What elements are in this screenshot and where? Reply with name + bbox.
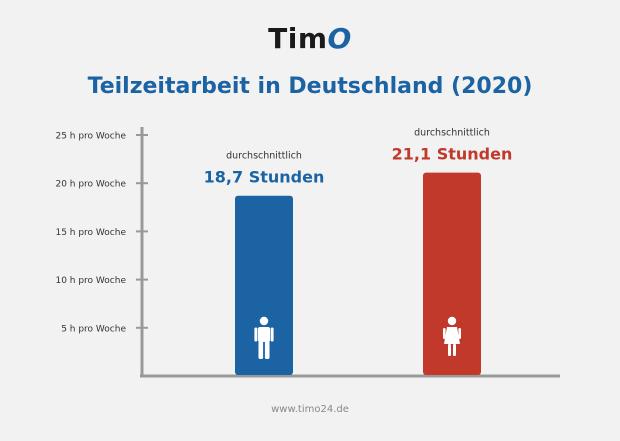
- bar-value-label: 18,7 Stunden: [204, 168, 325, 187]
- bar-value-label: 21,1 Stunden: [392, 145, 513, 164]
- logo-text: Tim: [268, 22, 328, 55]
- bar: [235, 195, 293, 375]
- page-title: Teilzeitarbeit in Deutschland (2020): [87, 74, 533, 99]
- bar-caption: durchschnittlich: [226, 151, 302, 162]
- brand-logo: TimO: [0, 22, 620, 55]
- bar: [423, 172, 481, 375]
- male-icon: [254, 316, 274, 359]
- bar-caption: durchschnittlich: [414, 128, 490, 139]
- female-icon: [443, 316, 461, 356]
- y-tick-label: 5 h pro Woche: [61, 324, 126, 334]
- y-tick-label: 10 h pro Woche: [55, 276, 126, 286]
- footer-url: www.timo24.de: [271, 404, 349, 415]
- y-tick-label: 25 h pro Woche: [55, 132, 126, 142]
- y-tick-label: 20 h pro Woche: [55, 180, 126, 190]
- y-tick-label: 15 h pro Woche: [55, 228, 126, 238]
- logo-accent: O: [327, 22, 352, 55]
